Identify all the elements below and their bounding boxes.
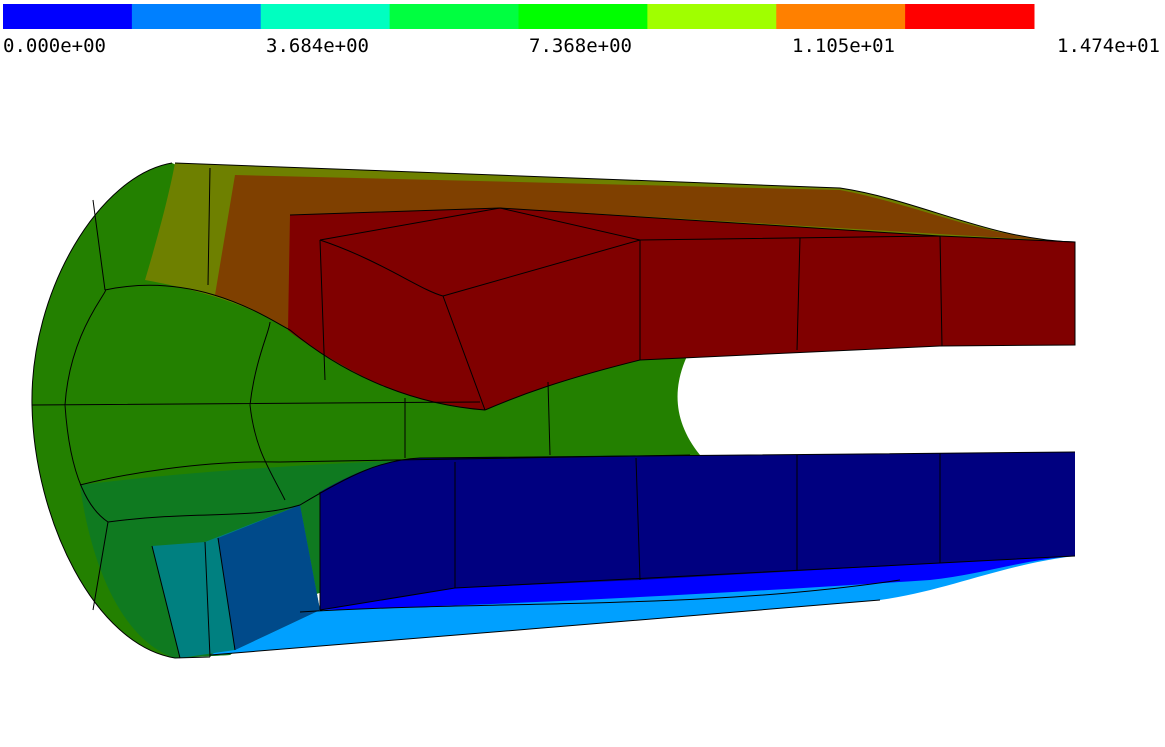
mesh bbox=[31, 162, 1076, 659]
band-navy bbox=[218, 505, 320, 650]
colorbar-segment bbox=[131, 4, 262, 29]
model bbox=[31, 162, 1076, 659]
colorbar-segment bbox=[3, 4, 133, 29]
colorbar-label: 3.684e+00 bbox=[266, 35, 369, 57]
arm-lower bbox=[320, 452, 1075, 610]
colorbar-label: 7.368e+00 bbox=[529, 35, 632, 57]
colorbar-segment bbox=[389, 4, 519, 29]
arm-upper bbox=[288, 208, 1075, 410]
colorbar-segment bbox=[905, 4, 1035, 29]
colorbar-label: 1.474e+01 bbox=[1057, 35, 1160, 57]
colorbar-segment bbox=[647, 4, 777, 29]
colorbar-segment bbox=[776, 4, 906, 29]
colorbar: 0.000e+00 3.684e+00 7.368e+00 1.105e+01 1.47… bbox=[3, 4, 1160, 57]
underside-blue bbox=[320, 556, 1075, 610]
colorbar-segment bbox=[260, 4, 391, 29]
colorbar-segment bbox=[518, 4, 648, 29]
colorbar-label: 0.000e+00 bbox=[3, 35, 106, 57]
colorbar-label: 1.105e+01 bbox=[792, 35, 895, 57]
